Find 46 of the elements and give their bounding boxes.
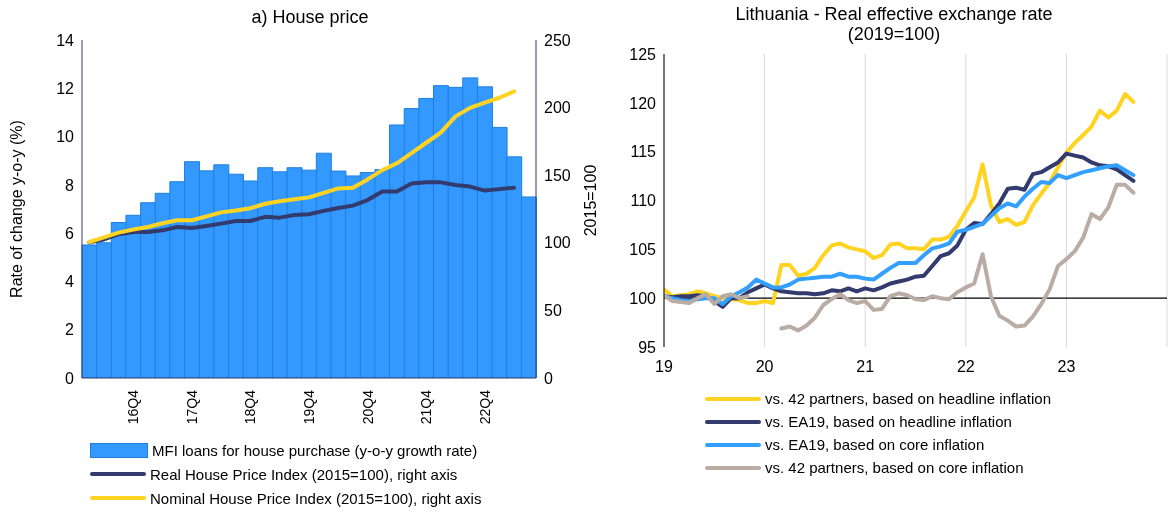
- x-tick-label: 19: [655, 358, 673, 376]
- y-tick-label: 4: [65, 273, 75, 291]
- y-tick-label: 115: [630, 143, 657, 161]
- x-tick-label: 19Q4: [301, 389, 317, 425]
- y2-tick-label: 200: [544, 99, 571, 117]
- y-tick-label: 10: [56, 128, 75, 146]
- y-tick-label: 0: [65, 369, 75, 387]
- y-tick-label: 125: [629, 45, 657, 63]
- y-tick-label: 12: [56, 79, 75, 97]
- x-tick-label: 20Q4: [359, 389, 376, 425]
- x-tick-label: 21Q4: [418, 389, 435, 425]
- y2-tick-label: 100: [544, 234, 571, 252]
- y-tick-label: 95: [638, 338, 657, 356]
- legend-label: MFI loans for house purchase (y-o-y growth rate): [152, 441, 478, 459]
- y2-tick-label: 250: [544, 31, 571, 49]
- legend-label: vs. 42 partners, based on headline inflation: [765, 390, 1052, 407]
- x-tick-label: 18Q4: [242, 389, 259, 425]
- y2-tick-label: 150: [544, 166, 571, 184]
- y-tick-label: 100: [629, 289, 657, 307]
- x-tick-label: 22: [956, 358, 975, 376]
- x-tick-label: 20: [755, 358, 774, 376]
- x-tick-label: 23: [1057, 358, 1076, 376]
- y-tick-label: 105: [629, 241, 657, 259]
- y-tick-label: 14: [56, 31, 75, 49]
- chart-title: a) House price: [250, 6, 370, 28]
- chart-subtitle: (2019=100): [846, 24, 942, 44]
- y-axis-title: Rate of change y-o-y (%): [7, 120, 25, 298]
- y-tick-label: 110: [630, 192, 657, 210]
- legend-label: vs. EA19, based on headline inflation: [765, 413, 1012, 430]
- x-tick-label: 16Q4: [125, 389, 142, 425]
- y-axis-title: 2015=100: [581, 164, 599, 237]
- legend-label: Real House Price Index (2015=100), right axis: [150, 465, 458, 483]
- y-tick-label: 2: [65, 321, 75, 339]
- x-tick-label: 21: [856, 358, 875, 376]
- x-tick-label: 22Q4: [476, 389, 493, 425]
- legend-label: vs. EA19, based on core inflation: [765, 436, 985, 453]
- y-tick-label: 120: [629, 94, 657, 112]
- legend-label: vs. 42 partners, based on core inflation: [765, 459, 1024, 476]
- y2-tick-label: 50: [544, 302, 562, 320]
- y-tick-label: 6: [65, 224, 75, 242]
- line-series: [87, 89, 517, 244]
- y2-tick-label: 0: [544, 369, 553, 387]
- legend-label: Nominal House Price Index (2015=100), right axis: [150, 489, 482, 507]
- chart-title: Lithuania - Real effective exchange rate: [734, 4, 1054, 24]
- y-tick-label: 8: [65, 176, 75, 194]
- x-tick-label: 17Q4: [183, 389, 200, 425]
